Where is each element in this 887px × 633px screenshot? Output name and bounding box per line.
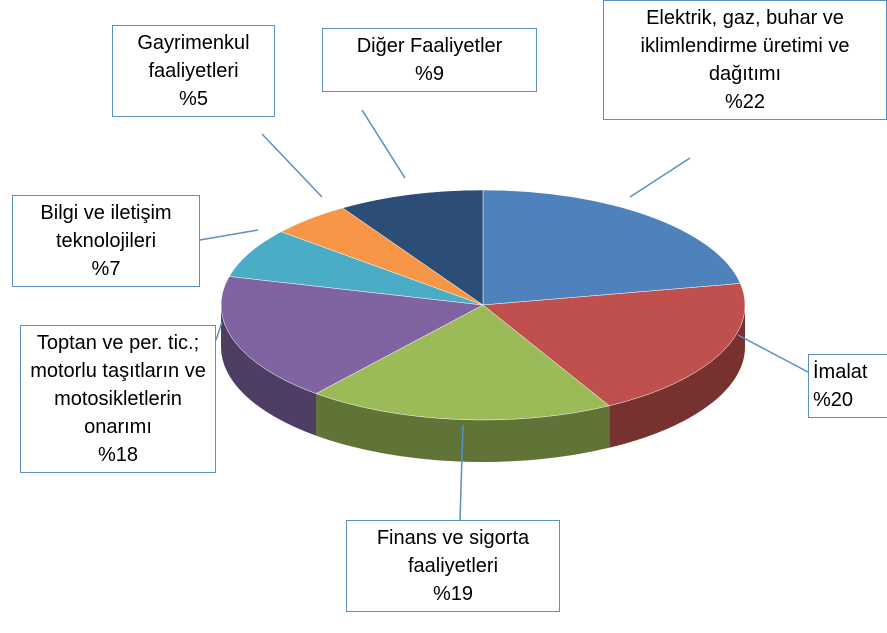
category-label: Finans ve sigorta faaliyetleri	[376, 527, 530, 577]
category-label: İmalat	[813, 361, 868, 383]
slice	[342, 189, 484, 306]
leader-line	[215, 321, 223, 341]
leader-line	[629, 157, 691, 198]
category-label: Diğer Faaliyetler	[356, 35, 503, 57]
data-label: Bilgi ve iletişim teknolojileri %7	[12, 195, 200, 287]
value-label: %18	[97, 444, 139, 466]
value-label: %7	[91, 258, 121, 280]
value-label: %20	[813, 389, 854, 411]
data-label: Elektrik, gaz, buhar ve iklimlendirme ür…	[603, 0, 887, 120]
data-label: Gayrimenkul faaliyetleri %5	[112, 25, 275, 117]
slice	[482, 283, 746, 407]
category-label: Gayrimenkul faaliyetleri	[137, 32, 250, 82]
slice-side	[609, 305, 745, 448]
leader-line	[261, 133, 323, 198]
data-label: Toptan ve per. tic.; motorlu taşıtların …	[20, 325, 216, 473]
leader-line	[361, 109, 406, 179]
data-label: Finans ve sigorta faaliyetleri %19	[346, 520, 560, 612]
leader-line	[459, 424, 464, 521]
slice	[220, 276, 484, 394]
data-label: İmalat %20	[808, 354, 887, 418]
slice	[482, 189, 741, 306]
data-label: Diğer Faaliyetler %9	[322, 28, 537, 92]
leader-line	[737, 334, 809, 373]
value-label: %19	[432, 583, 474, 605]
category-label: Bilgi ve iletişim teknolojileri	[40, 202, 172, 252]
value-label: %9	[415, 63, 444, 85]
category-label: Toptan ve per. tic.; motorlu taşıtların …	[30, 332, 206, 438]
slice	[228, 231, 484, 306]
value-label: %22	[724, 91, 766, 113]
slice-side	[221, 305, 316, 436]
slice	[315, 304, 610, 421]
category-label: Elektrik, gaz, buhar ve iklimlendirme ür…	[640, 7, 850, 85]
value-label: %5	[179, 88, 208, 110]
leader-line	[199, 229, 259, 241]
